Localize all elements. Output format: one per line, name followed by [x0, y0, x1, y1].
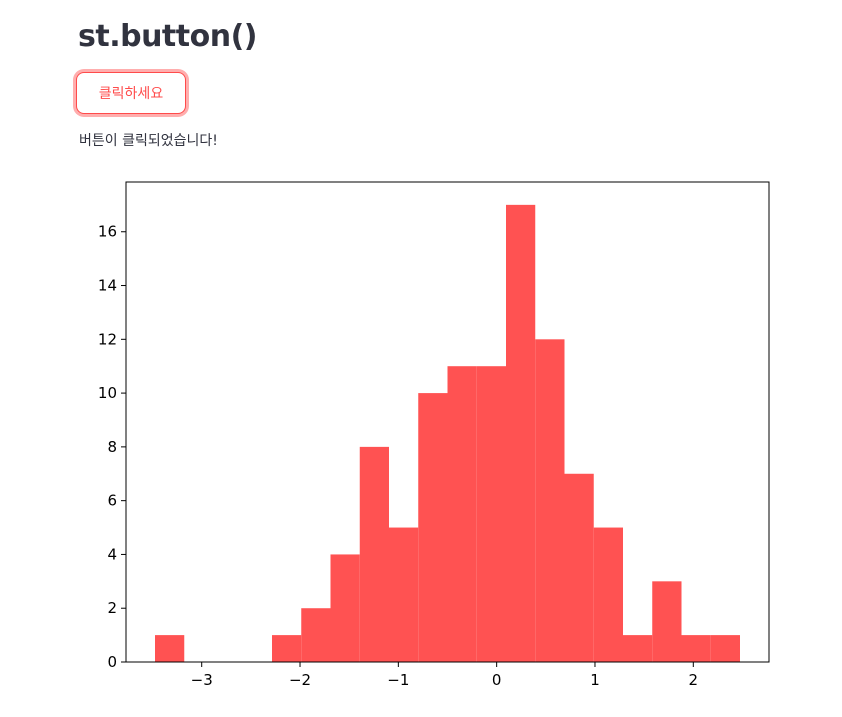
- histogram-bar: [359, 446, 390, 662]
- x-axis: −3 −2 −1 0 1 2: [191, 662, 698, 689]
- histogram-bar: [593, 527, 623, 662]
- x-tick-label: −1: [387, 671, 409, 689]
- histogram-bar: [476, 366, 506, 662]
- histogram-bar: [622, 635, 653, 662]
- y-tick-label: 12: [98, 330, 117, 348]
- y-tick-label: 4: [107, 545, 117, 563]
- plot-frame: [125, 181, 770, 663]
- x-tick-label: −2: [289, 671, 311, 689]
- click-button[interactable]: 클릭하세요: [76, 72, 186, 114]
- histogram-bar: [330, 554, 360, 662]
- x-tick-label: 1: [590, 671, 600, 689]
- y-tick-label: 10: [98, 384, 117, 402]
- y-tick-label: 2: [107, 599, 117, 617]
- histogram-bar: [272, 635, 302, 662]
- x-tick-label: 0: [492, 671, 502, 689]
- x-tick-label: 2: [689, 671, 699, 689]
- histogram-bar: [505, 204, 536, 662]
- histogram-bar: [652, 581, 682, 662]
- y-tick-label: 16: [98, 223, 117, 241]
- page-title: st.button(): [78, 19, 258, 54]
- x-tick-label: −3: [191, 671, 213, 689]
- histogram-bar: [155, 635, 185, 662]
- y-axis: 0 2 4 6 8 10 12 14 16: [98, 223, 126, 671]
- y-tick-label: 8: [107, 438, 117, 456]
- y-tick-label: 14: [98, 277, 117, 295]
- histogram-bar: [681, 635, 711, 662]
- histogram-bar: [301, 608, 331, 662]
- histogram-bar: [710, 635, 740, 662]
- y-tick-label: 6: [107, 492, 117, 510]
- histogram-bar: [564, 473, 594, 662]
- histogram-bar: [535, 339, 565, 662]
- button-clicked-message: 버튼이 클릭되었습니다!: [79, 133, 218, 149]
- histogram-bar: [389, 527, 419, 662]
- histogram-bars: [155, 204, 740, 662]
- y-tick-label: 0: [107, 653, 117, 671]
- histogram-bar: [447, 366, 477, 662]
- histogram-bar: [418, 393, 448, 662]
